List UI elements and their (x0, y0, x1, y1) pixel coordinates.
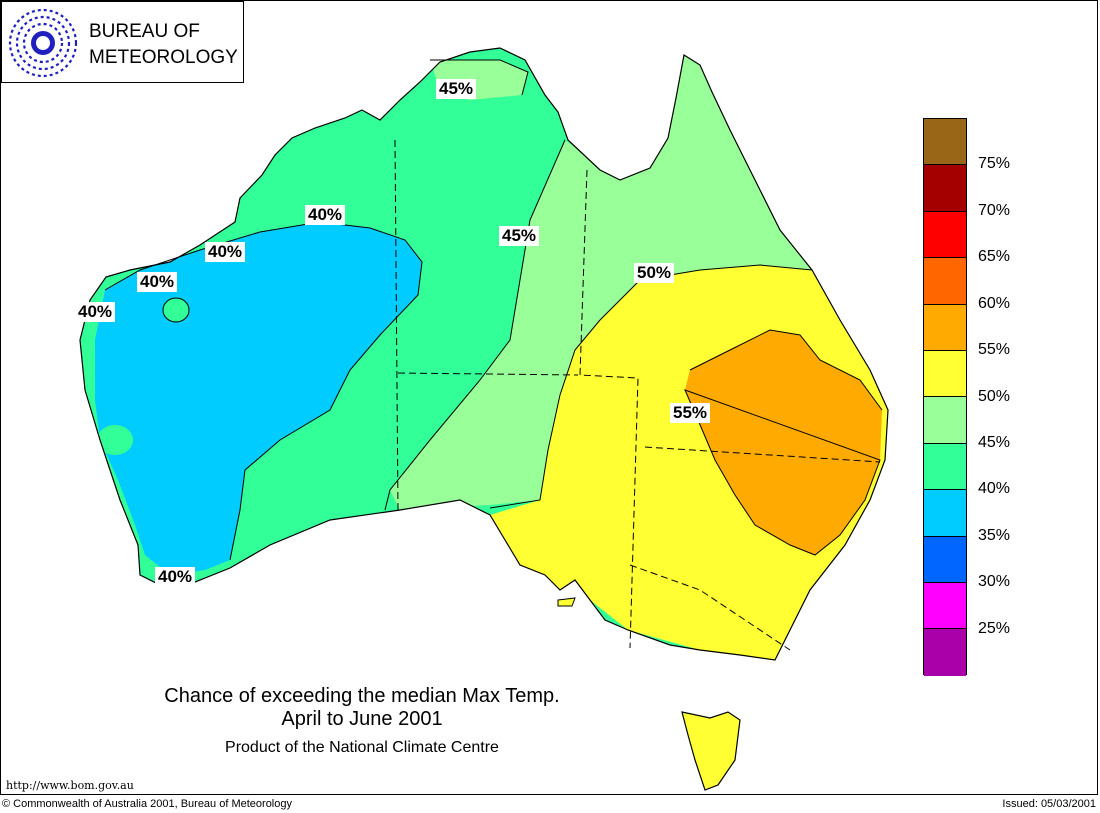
contour-label-50: 50% (634, 263, 675, 283)
legend-swatch (924, 211, 966, 259)
website-url[interactable]: http://www.bom.gov.au (6, 779, 134, 792)
legend-label: 25% (978, 619, 1011, 637)
color-legend (923, 118, 967, 676)
contour-label-45-central: 45% (499, 226, 540, 246)
bom-swirl-logo-icon (8, 8, 78, 78)
legend-swatch (924, 443, 966, 491)
legend-label: 45% (978, 433, 1011, 451)
legend-label: 60% (978, 294, 1011, 312)
legend-swatch (924, 119, 966, 166)
legend-label: 55% (978, 341, 1011, 359)
tasmania (681, 711, 741, 791)
legend-swatch (924, 258, 966, 305)
legend-swatch (924, 304, 966, 352)
legend-label: 75% (978, 155, 1011, 173)
zone-45-east (390, 55, 812, 510)
state-borders (394, 139, 881, 651)
issued-date: Issued: 05/03/2001 (1002, 798, 1096, 810)
copyright-text: © Commonwealth of Australia 2001, Bureau… (2, 798, 292, 810)
contour-label-40-southwest: 40% (155, 567, 196, 587)
legend-swatch (924, 583, 966, 630)
bom-logo-box: BUREAU OF METEOROLOGY (1, 1, 244, 83)
legend-swatch (924, 629, 966, 676)
legend-label: 65% (978, 248, 1011, 266)
legend-label: 30% (978, 573, 1011, 591)
legend-label: 40% (978, 480, 1011, 498)
contour-label-40-b: 40% (205, 242, 246, 262)
legend-label: 35% (978, 526, 1011, 544)
contour-label-45-north: 45% (436, 79, 477, 99)
legend-swatch (924, 536, 966, 584)
legend-label: 50% (978, 387, 1011, 405)
contour-label-55: 55% (670, 403, 711, 423)
legend-swatch (924, 165, 966, 212)
legend-swatch (924, 351, 966, 398)
map-title: Chance of exceeding the median Max Temp. (164, 685, 560, 707)
logo-line-1: BUREAU OF (89, 21, 200, 42)
legend-label: 70% (978, 201, 1011, 219)
contour-label-40-a: 40% (305, 205, 346, 225)
contour-label-40-c: 40% (137, 272, 178, 292)
australia-coastline (79, 47, 889, 661)
legend-swatch (924, 490, 966, 537)
zone-55 (685, 330, 882, 555)
map-period: April to June 2001 (281, 708, 443, 730)
contour-label-40-d: 40% (75, 302, 116, 322)
legend-swatch (924, 397, 966, 444)
logo-line-2: METEOROLOGY (89, 47, 238, 68)
map-frame (0, 0, 1098, 795)
map-product: Product of the National Climate Centre (225, 739, 499, 756)
